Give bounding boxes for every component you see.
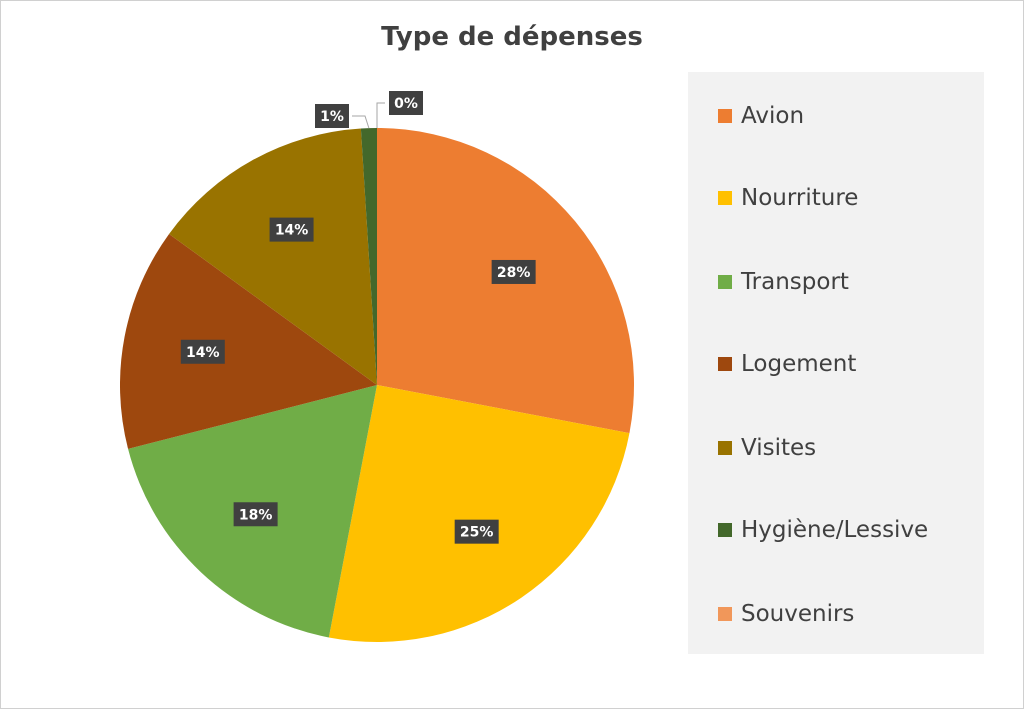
legend-item-transport: Transport	[718, 267, 849, 297]
data-label-avion: 28%	[491, 259, 536, 284]
legend-swatch-logement	[718, 357, 732, 371]
leader-line-hygiene-lessive	[352, 115, 370, 129]
pie-slice-hygiene-lessive	[360, 128, 377, 385]
legend-item-hygiene-lessive: Hygiène/Lessive	[718, 515, 928, 545]
svg-text:28%: 28%	[497, 265, 531, 281]
legend-item-logement: Logement	[718, 349, 856, 379]
legend-label-souvenirs: Souvenirs	[741, 601, 855, 627]
data-label-visites: 14%	[269, 217, 314, 242]
legend-label-logement: Logement	[741, 351, 857, 377]
data-label-hygiene-lessive: 1%	[315, 104, 349, 128]
legend-swatch-hygiene-lessive	[718, 523, 732, 537]
legend-label-visites: Visites	[741, 435, 817, 461]
svg-text:0%: 0%	[394, 96, 418, 112]
leader-line-souvenirs	[376, 102, 385, 128]
svg-text:1%: 1%	[320, 109, 344, 125]
legend-label-avion: Avion	[741, 103, 805, 129]
data-label-souvenirs: 0%	[389, 91, 423, 115]
legend-item-nourriture: Nourriture	[718, 183, 858, 213]
chart-title: Type de dépenses	[381, 22, 643, 52]
legend-swatch-souvenirs	[718, 607, 732, 621]
svg-text:18%: 18%	[239, 507, 273, 523]
pie-slice-logement	[119, 233, 377, 449]
legend: Avion Nourriture Transport Logement Visi…	[688, 72, 984, 654]
legend-item-souvenirs: Souvenirs	[718, 599, 854, 629]
legend-swatch-transport	[718, 275, 732, 289]
legend-swatch-nourriture	[718, 191, 732, 205]
data-label-logement: 14%	[180, 339, 225, 364]
legend-item-visites: Visites	[718, 433, 816, 463]
data-label-transport: 18%	[233, 502, 278, 527]
legend-label-transport: Transport	[741, 269, 849, 295]
legend-swatch-avion	[718, 109, 732, 123]
pie-slice-visites	[169, 128, 377, 385]
svg-text:25%: 25%	[460, 525, 494, 541]
legend-item-avion: Avion	[718, 101, 804, 131]
legend-label-nourriture: Nourriture	[741, 185, 859, 211]
svg-text:14%: 14%	[186, 345, 220, 361]
legend-label-hygiene-lessive: Hygiène/Lessive	[741, 517, 929, 543]
svg-text:14%: 14%	[275, 223, 309, 239]
data-label-nourriture: 25%	[454, 519, 499, 544]
pie-slice-nourriture	[328, 385, 630, 643]
legend-swatch-visites	[718, 441, 732, 455]
